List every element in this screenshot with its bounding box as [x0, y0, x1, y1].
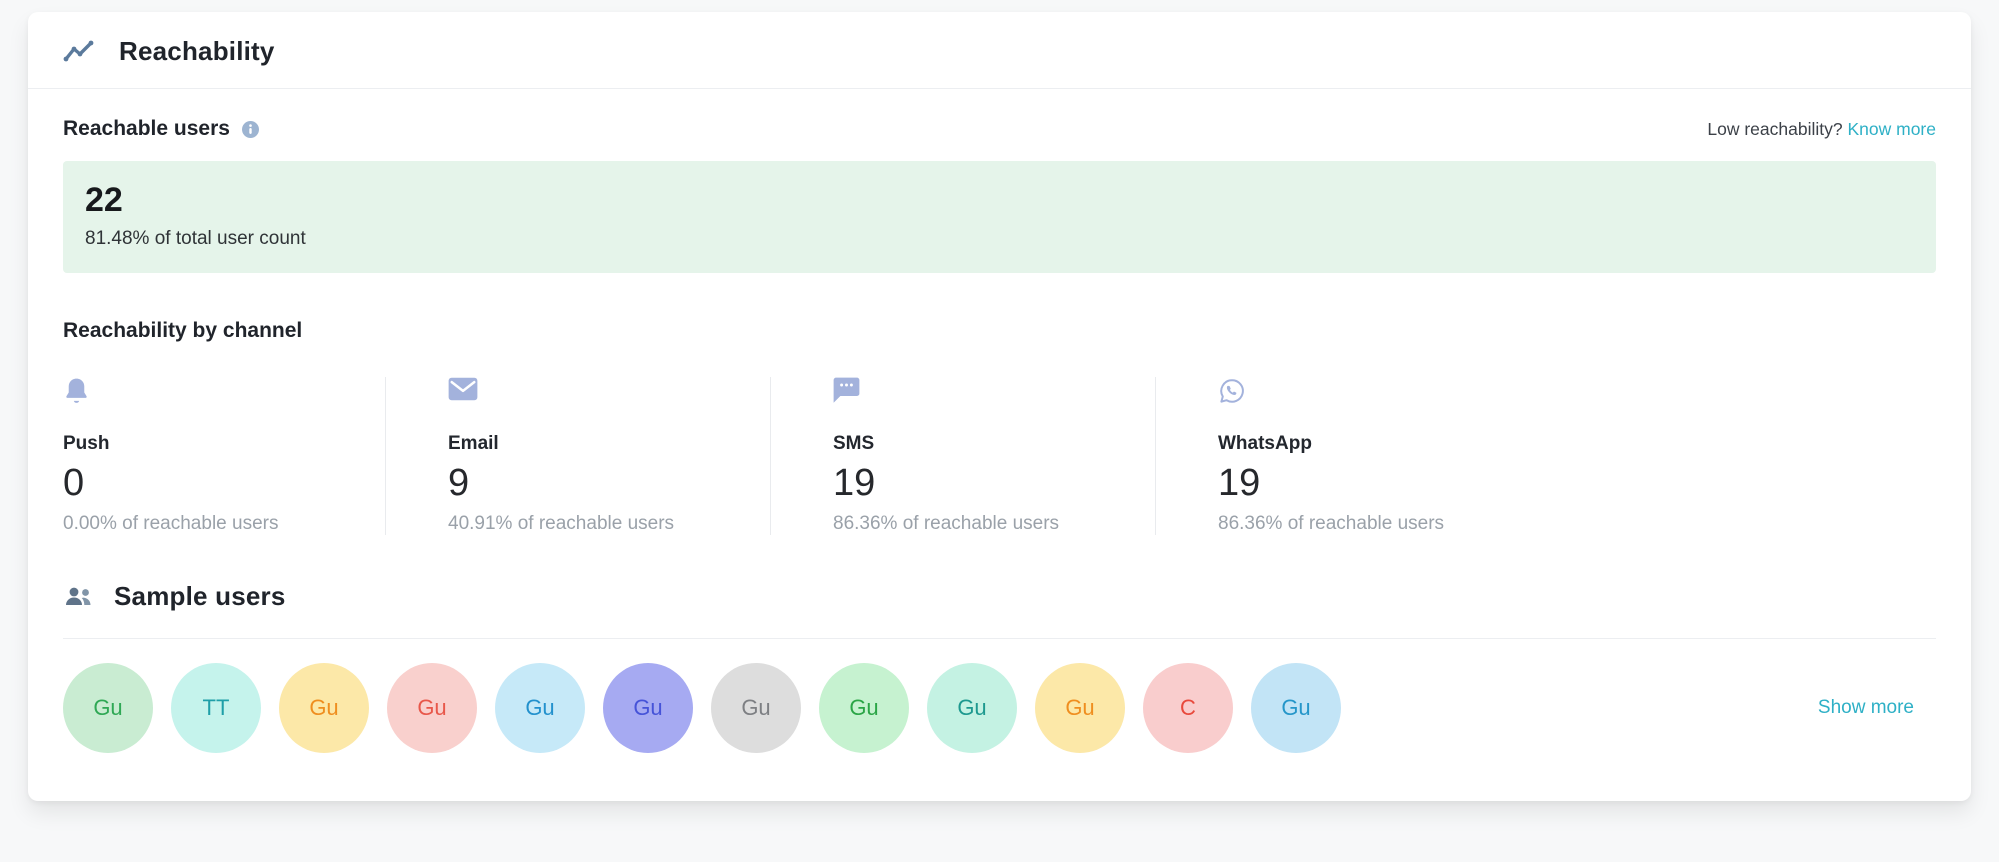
channel-whatsapp: WhatsApp 19 86.36% of reachable users — [1155, 377, 1540, 536]
user-avatar[interactable]: Gu — [1035, 663, 1125, 754]
channel-label: SMS — [833, 433, 875, 455]
channels-heading: Reachability by channel — [63, 319, 303, 343]
channel-label: Push — [63, 433, 110, 455]
user-avatar[interactable]: Gu — [603, 663, 693, 754]
reachable-percent: 81.48% of total user count — [85, 228, 306, 250]
show-more-link[interactable]: Show more — [1817, 697, 1914, 719]
page-title: Reachability — [119, 36, 275, 66]
avatar-initials: TT — [202, 695, 230, 721]
avatar-initials: Gu — [525, 695, 555, 721]
whatsapp-icon — [1218, 377, 1540, 407]
trend-line-icon — [63, 39, 95, 65]
user-avatar[interactable]: Gu — [279, 663, 369, 754]
low-reachability-hint: Low reachability? Know more — [1707, 119, 1936, 140]
people-icon — [63, 584, 94, 610]
user-avatar[interactable]: Gu — [387, 663, 477, 754]
envelope-icon — [448, 377, 770, 407]
channel-count: 19 — [1218, 462, 1261, 505]
avatar-initials: Gu — [957, 695, 987, 721]
channel-label: Email — [448, 433, 499, 455]
avatar-initials: Gu — [1281, 695, 1311, 721]
sample-users-heading: Sample users — [114, 581, 286, 612]
avatar-initials: Gu — [93, 695, 123, 721]
reachable-users-heading: Reachable users — [63, 117, 230, 140]
avatar-initials: Gu — [1065, 695, 1095, 721]
channel-percent: 40.91% of reachable users — [448, 513, 675, 535]
avatar-initials: Gu — [741, 695, 771, 721]
channels-grid: Push 0 0.00% of reachable users Email 9 … — [63, 377, 1936, 536]
channel-percent: 86.36% of reachable users — [833, 513, 1060, 535]
low-reachability-text: Low reachability? — [1707, 118, 1843, 139]
user-avatar[interactable]: Gu — [927, 663, 1017, 754]
info-icon[interactable] — [241, 120, 259, 138]
user-avatar[interactable]: C — [1143, 663, 1233, 754]
channel-percent: 86.36% of reachable users — [1218, 513, 1445, 535]
channel-count: 0 — [63, 462, 85, 505]
channel-sms: SMS 19 86.36% of reachable users — [770, 377, 1155, 536]
user-avatar[interactable]: Gu — [819, 663, 909, 754]
bell-icon — [63, 377, 385, 407]
user-avatar[interactable]: Gu — [711, 663, 801, 754]
user-avatar[interactable]: Gu — [63, 663, 153, 754]
sample-users-avatars: Gu TT Gu Gu Gu Gu — [63, 663, 1936, 754]
avatar-initials: C — [1180, 695, 1196, 721]
reachable-count-box: 22 81.48% of total user count — [63, 161, 1936, 274]
avatar-initials: Gu — [417, 695, 447, 721]
channel-count: 19 — [833, 462, 876, 505]
user-avatar[interactable]: Gu — [1251, 663, 1341, 754]
channel-percent: 0.00% of reachable users — [63, 513, 279, 535]
avatar-initials: Gu — [633, 695, 663, 721]
chat-bubble-icon — [833, 377, 1155, 407]
user-avatar[interactable]: TT — [171, 663, 261, 754]
channel-email: Email 9 40.91% of reachable users — [385, 377, 770, 536]
channel-push: Push 0 0.00% of reachable users — [63, 377, 385, 535]
know-more-link[interactable]: Know more — [1847, 118, 1936, 139]
user-avatar[interactable]: Gu — [495, 663, 585, 754]
channel-label: WhatsApp — [1218, 433, 1312, 455]
channel-count: 9 — [448, 462, 470, 505]
reachability-card: Reachability Reachable users Low reachab… — [28, 12, 1971, 802]
card-header: Reachability — [28, 12, 1971, 89]
avatar-initials: Gu — [309, 695, 339, 721]
sample-users-header: Sample users — [63, 581, 1936, 640]
reachable-count: 22 — [85, 181, 123, 219]
avatar-initials: Gu — [849, 695, 879, 721]
